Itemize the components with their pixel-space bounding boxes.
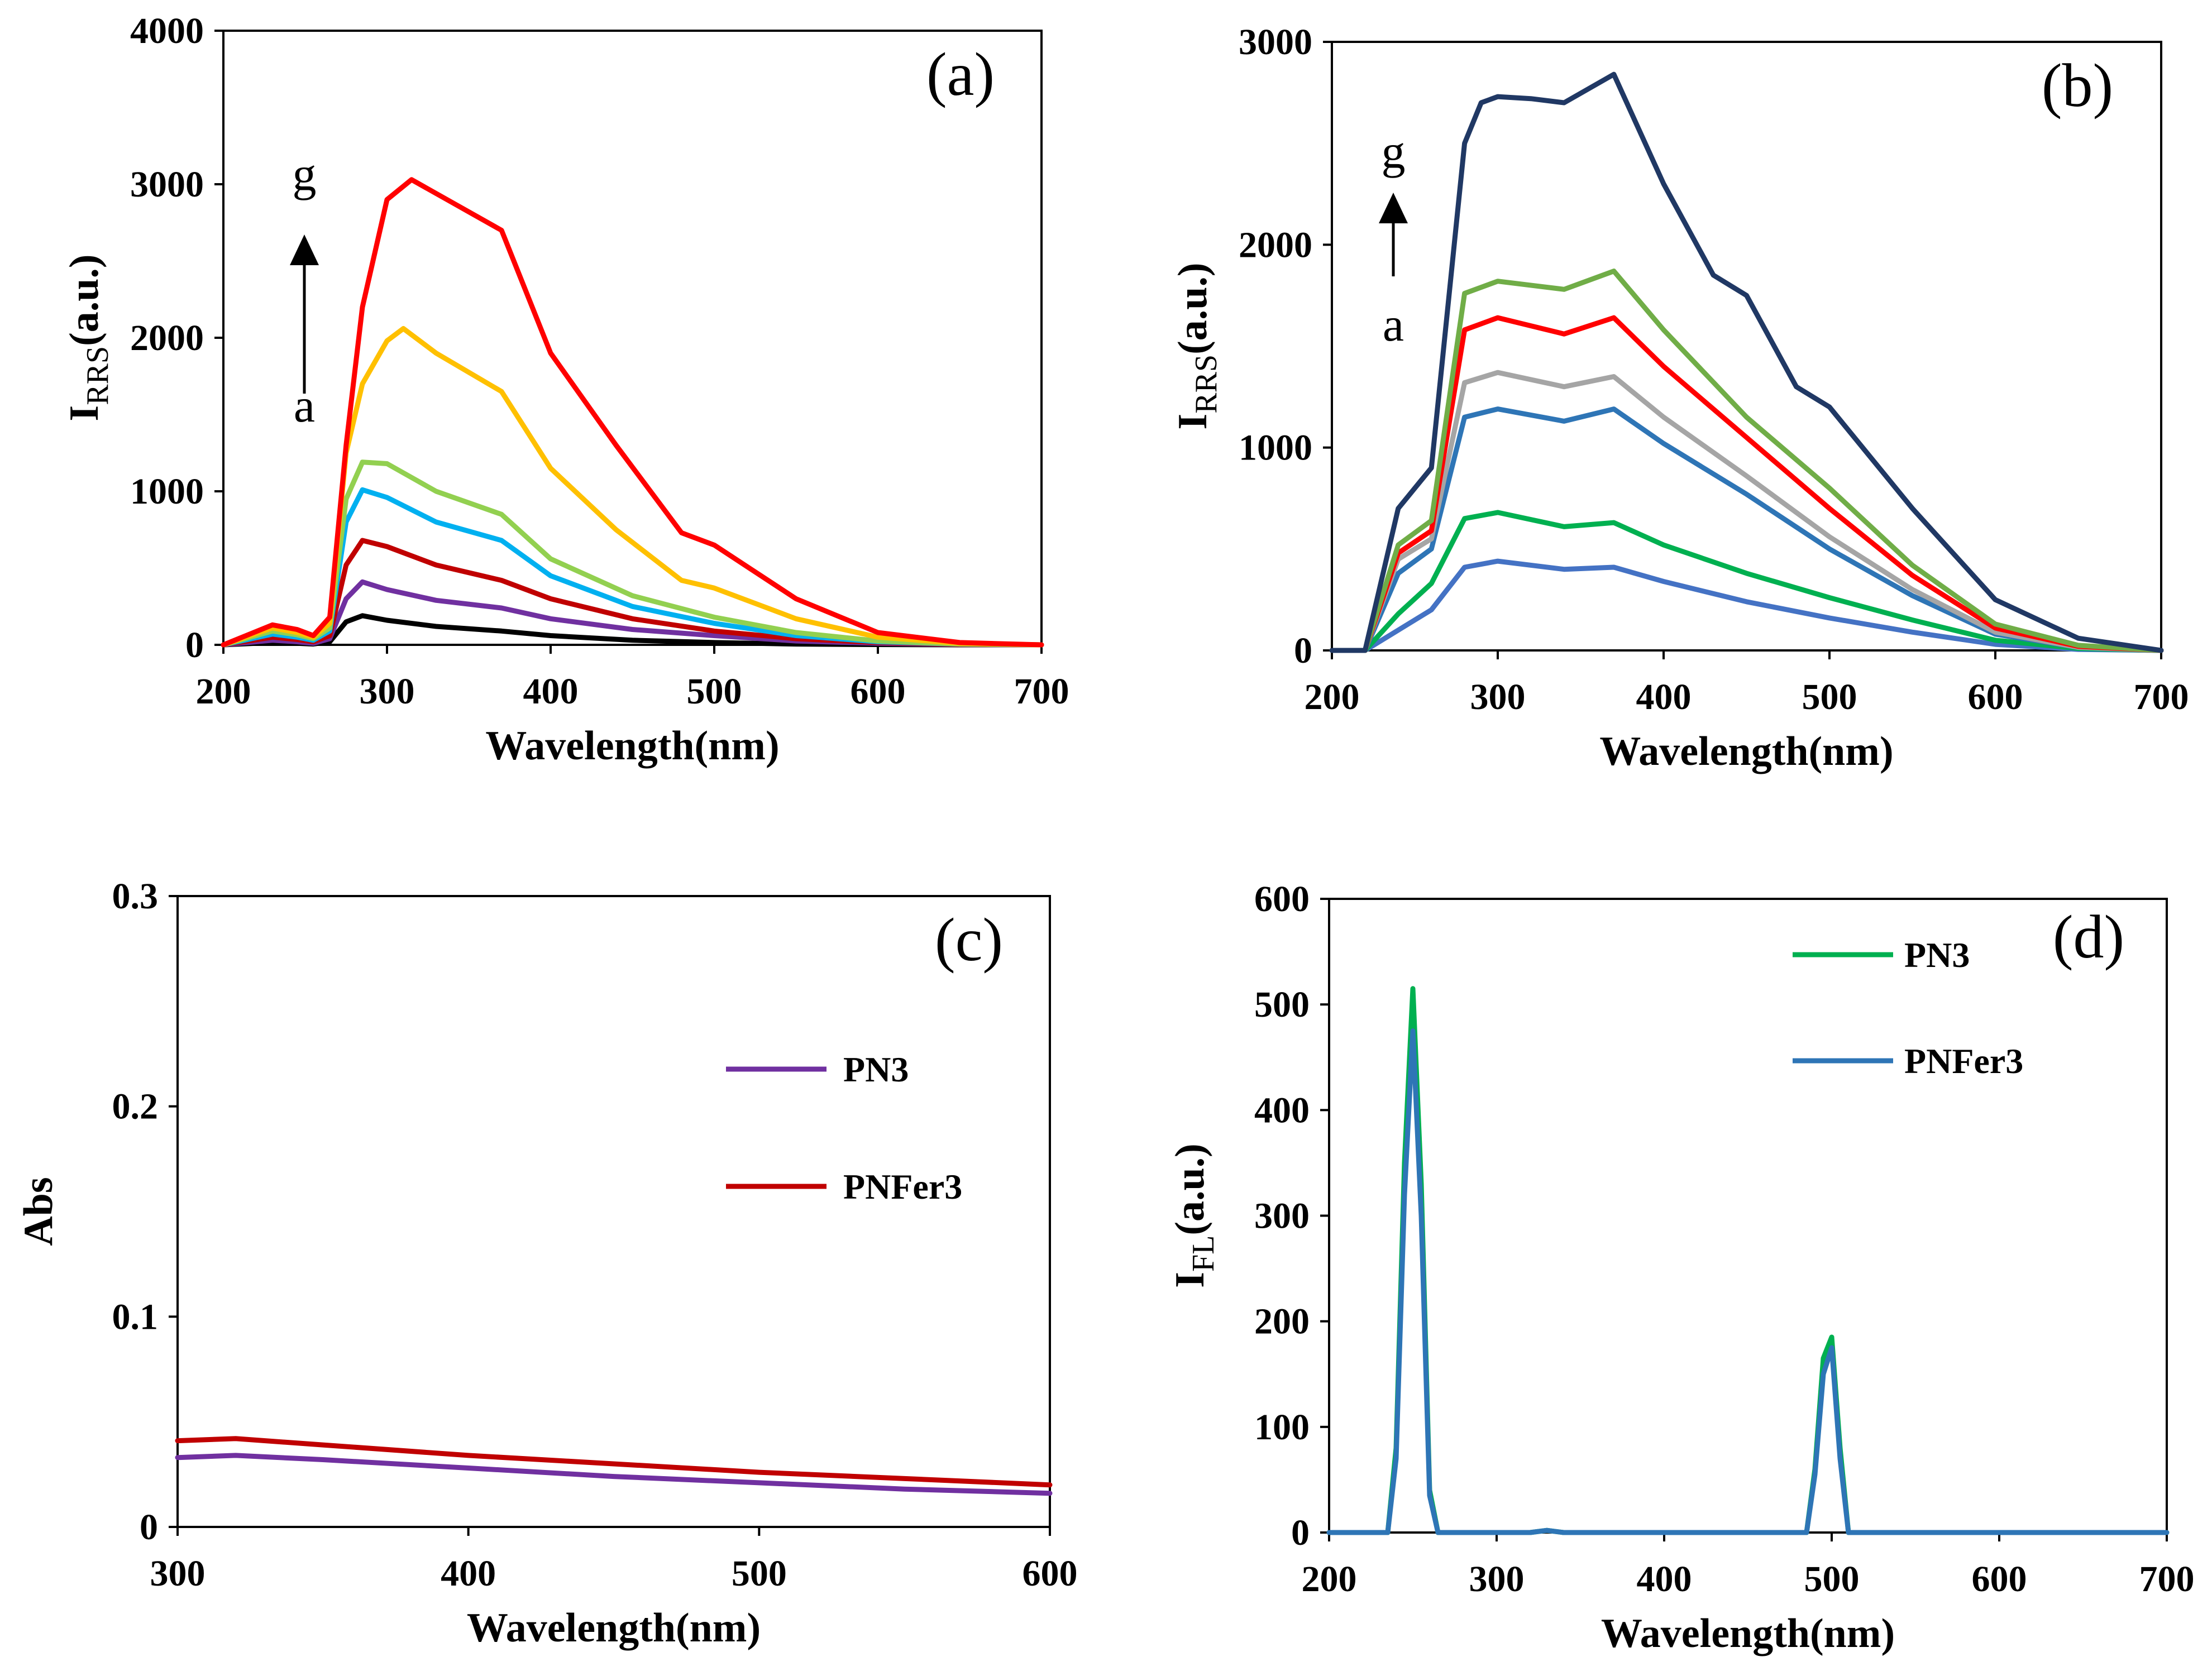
y-tick-label: 2000 — [1239, 224, 1312, 265]
x-tick-label: 200 — [1302, 1559, 1357, 1600]
y-tick-label: 1000 — [1239, 428, 1312, 468]
y-tick-label: 0 — [1294, 630, 1312, 671]
x-tick-label: 500 — [732, 1553, 787, 1594]
y-axis-title-unit: (a.u.) — [1170, 262, 1216, 354]
x-tick-label: 700 — [2139, 1559, 2195, 1600]
y-axis-title-subscript: RRS — [1189, 355, 1224, 414]
y-axis-title: IFL(a.u.) — [1167, 1143, 1221, 1288]
x-axis-title: Wavelength(nm) — [1599, 729, 1893, 774]
series-line-pn3 — [175, 1453, 1053, 1496]
chart-panel: 200 300 400 500 600 700 0 1000 2000 3000 4000 Wavel… — [61, 11, 1069, 769]
x-axis-title: Wavelength(nm) — [467, 1605, 761, 1651]
y-tick-label: 3000 — [1239, 22, 1312, 63]
series-line-pnfer3 — [175, 1436, 1053, 1488]
y-axis-title-unit: (a.u.) — [1167, 1143, 1213, 1235]
x-tick-label: 500 — [1804, 1559, 1860, 1600]
y-axis-title-unit: (a.u.) — [61, 254, 107, 346]
plot-frame — [1331, 41, 2162, 652]
arrow-label-top: g — [1382, 124, 1406, 178]
legend-label: PN3 — [1904, 935, 1970, 975]
y-axis-title-main: I — [1167, 1272, 1213, 1288]
y-tick-label: 100 — [1254, 1407, 1310, 1448]
series-line-g — [1329, 71, 2164, 653]
x-tick-label: 600 — [851, 671, 906, 712]
y-tick-label: 0.1 — [112, 1296, 159, 1337]
x-tick-label: 500 — [687, 671, 742, 712]
x-tick-label: 700 — [1014, 671, 1069, 712]
y-tick-label: 3000 — [130, 164, 204, 205]
y-axis-title: IRRS(a.u.) — [61, 254, 115, 421]
x-tick-label: 300 — [1470, 677, 1526, 717]
y-tick-label: 2000 — [130, 318, 204, 358]
y-tick-label: 500 — [1254, 984, 1310, 1025]
series-line-c — [1329, 406, 2164, 653]
plot-frame — [176, 895, 1051, 1528]
y-axis-title-main: I — [61, 405, 107, 422]
arrow-label-top: g — [293, 147, 317, 200]
plot-frame — [222, 30, 1043, 646]
panel-tag: (a) — [926, 40, 995, 108]
x-tick-label: 600 — [1023, 1553, 1078, 1594]
series-line-d — [1329, 370, 2164, 653]
x-axis-title: Wavelength(nm) — [1601, 1611, 1895, 1656]
x-axis-title: Wavelength(nm) — [485, 723, 779, 769]
x-tick-label: 300 — [150, 1553, 206, 1594]
y-tick-label: 300 — [1254, 1196, 1310, 1237]
series-line-b — [1329, 510, 2164, 653]
y-tick-label: 200 — [1254, 1301, 1310, 1342]
x-tick-label: 400 — [441, 1553, 496, 1594]
y-tick-label: 600 — [1254, 879, 1310, 920]
x-tick-label: 400 — [1637, 1559, 1692, 1600]
y-axis-title: IRRS(a.u.) — [1170, 262, 1224, 429]
panel-tag: (b) — [2042, 51, 2113, 119]
series-line-a — [1329, 558, 2164, 653]
y-tick-label: 0.2 — [112, 1086, 159, 1127]
chart-panel: 200 300 400 500 600 700 0 100 200 300 400 500 600 Wav… — [1167, 879, 2195, 1656]
legend: PN3 PNFer3 — [726, 1050, 962, 1206]
legend-label: PNFer3 — [843, 1167, 962, 1206]
series-line-g — [221, 177, 1044, 648]
y-tick-label: 0 — [140, 1507, 158, 1548]
x-tick-label: 400 — [1636, 677, 1692, 717]
arrow-label-bottom: a — [1383, 298, 1404, 351]
legend-label: PN3 — [843, 1050, 909, 1089]
series-line-f — [1329, 269, 2164, 653]
series-line-pn3 — [1326, 986, 2170, 1535]
y-axis-title-main: I — [1170, 414, 1216, 430]
y-axis-title-subscript: FL — [1186, 1236, 1221, 1272]
arrow-head-icon — [290, 234, 319, 265]
y-tick-label: 0 — [1291, 1512, 1310, 1553]
x-tick-label: 300 — [360, 671, 415, 712]
y-axis-title-subscript: RRS — [80, 346, 115, 405]
legend-label: PNFer3 — [1904, 1041, 2023, 1081]
y-tick-label: 0 — [185, 625, 204, 665]
y-axis-title: Abs — [16, 1177, 61, 1246]
arrow-label-bottom: a — [294, 379, 315, 432]
x-tick-label: 600 — [1972, 1559, 2027, 1600]
x-tick-label: 700 — [2134, 677, 2189, 717]
x-tick-label: 500 — [1802, 677, 1857, 717]
series-line-pnfer3 — [1326, 1028, 2170, 1535]
x-tick-label: 400 — [523, 671, 579, 712]
x-tick-label: 200 — [1305, 677, 1360, 717]
x-tick-label: 600 — [1968, 677, 2023, 717]
y-axis-title-main: Abs — [16, 1177, 61, 1246]
plot-frame — [1328, 898, 2168, 1534]
chart-panel: 200 300 400 500 600 700 0 1000 2000 3000 Wavelengt… — [1170, 22, 2189, 774]
legend: PN3 PNFer3 — [1793, 935, 2023, 1081]
series-line-e — [1329, 315, 2164, 653]
y-tick-label: 1000 — [130, 471, 204, 512]
y-tick-label: 400 — [1254, 1090, 1310, 1131]
y-tick-label: 4000 — [130, 11, 204, 51]
panel-tag: (d) — [2053, 903, 2124, 971]
y-tick-label: 0.3 — [112, 876, 159, 917]
arrow-head-icon — [1379, 193, 1408, 223]
x-tick-label: 200 — [196, 671, 251, 712]
x-tick-label: 300 — [1469, 1559, 1525, 1600]
chart-panel: 300 400 500 600 0 0.1 0.2 0.3 Wavelength(nm) Abs (… — [16, 876, 1078, 1651]
panel-tag: (c) — [935, 906, 1003, 974]
